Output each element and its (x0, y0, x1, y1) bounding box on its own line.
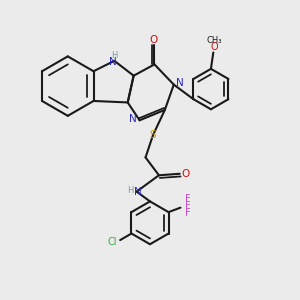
Text: N: N (134, 187, 142, 196)
Text: CH₃: CH₃ (206, 35, 222, 44)
Text: O: O (181, 169, 189, 179)
Text: S: S (149, 130, 156, 140)
Text: Cl: Cl (107, 236, 117, 247)
Text: H: H (127, 186, 133, 195)
Text: H: H (111, 51, 118, 60)
Text: N: N (129, 114, 137, 124)
Text: O: O (150, 35, 158, 45)
Text: F: F (185, 201, 191, 211)
Text: F: F (185, 194, 191, 204)
Text: F: F (185, 208, 191, 218)
Text: O: O (210, 43, 218, 52)
Text: N: N (109, 57, 117, 67)
Text: N: N (176, 78, 184, 88)
